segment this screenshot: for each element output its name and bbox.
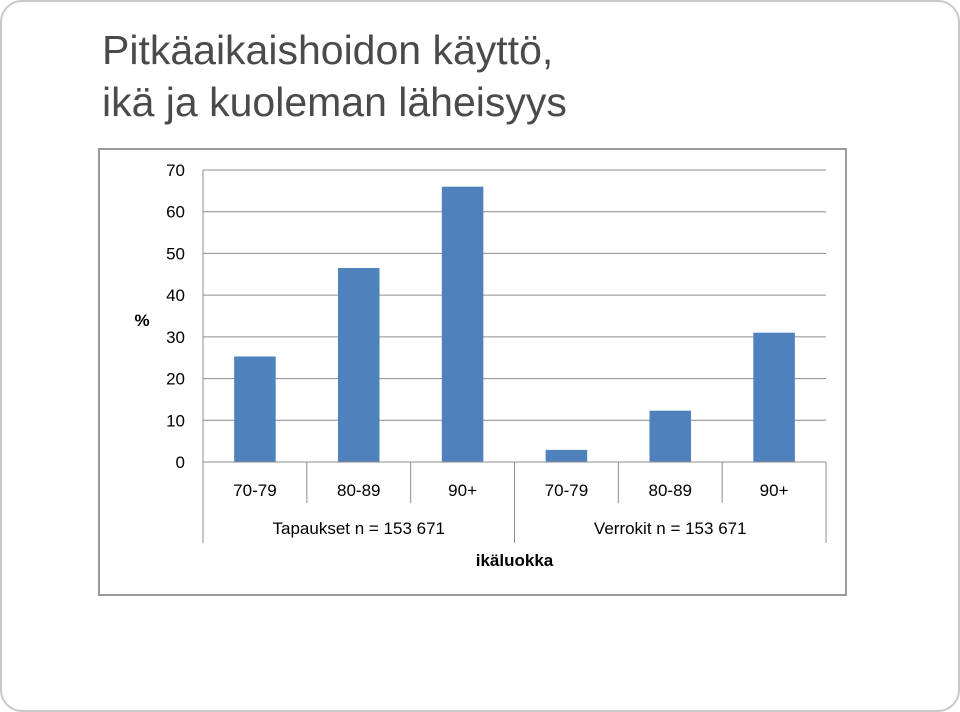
bar xyxy=(545,449,588,462)
slide-title: Pitkäaikaishoidon käyttö, ikä ja kuolema… xyxy=(102,24,567,128)
title-line-1: Pitkäaikaishoidon käyttö, xyxy=(102,27,554,73)
x-group-label: Tapaukset n = 153 671 xyxy=(273,519,446,538)
x-category-label: 80-89 xyxy=(649,481,692,500)
bar xyxy=(649,410,692,462)
x-category-label: 70-79 xyxy=(233,481,276,500)
x-category-label: 90+ xyxy=(448,481,477,500)
y-tick-label: 10 xyxy=(166,411,185,430)
x-category-label: 70-79 xyxy=(545,481,588,500)
y-axis-title: % xyxy=(134,311,149,330)
bar xyxy=(337,268,380,462)
y-tick-label: 20 xyxy=(166,370,185,389)
title-line-2: ikä ja kuoleman läheisyys xyxy=(102,79,567,125)
y-tick-label: 60 xyxy=(166,203,185,222)
y-tick-label: 50 xyxy=(166,244,185,263)
bar-chart: 0 10 20 30 40 50 60 70 70-79 80-89 90+ 70-79 80-89 90… xyxy=(134,161,827,570)
x-category-label: 80-89 xyxy=(337,481,380,500)
bar xyxy=(441,186,484,462)
y-tick-label: 0 xyxy=(176,453,185,472)
x-axis-title: ikäluokka xyxy=(476,551,554,570)
y-tick-label: 40 xyxy=(166,286,185,305)
y-tick-label: 30 xyxy=(166,328,185,347)
bar xyxy=(234,356,276,462)
y-tick-label: 70 xyxy=(166,161,185,180)
x-group-label: Verrokit n = 153 671 xyxy=(594,519,747,538)
chart-frame: 0 10 20 30 40 50 60 70 70-79 80-89 90+ 70-79 80-89 90… xyxy=(98,148,847,596)
bar xyxy=(753,332,795,462)
x-category-label: 90+ xyxy=(760,481,789,500)
